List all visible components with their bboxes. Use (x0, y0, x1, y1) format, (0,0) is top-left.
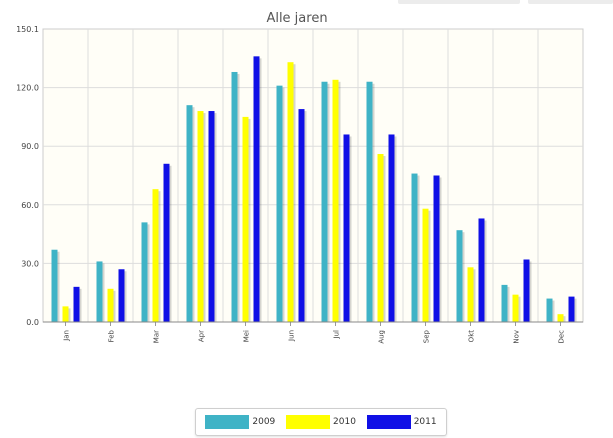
bar-2009 (456, 230, 463, 322)
bar-2011 (433, 175, 440, 322)
bar-2010 (377, 154, 384, 322)
legend-label: 2009 (252, 417, 276, 427)
bar-2011 (253, 56, 260, 322)
bar-2009 (321, 81, 328, 323)
y-tick-label: 120.0 (16, 84, 39, 93)
legend-item: 2010 (286, 415, 356, 429)
bar-2011 (343, 134, 350, 322)
bar-2011 (298, 109, 305, 322)
legend-swatch (205, 415, 250, 429)
bar-2010 (197, 111, 204, 322)
bar-2011 (118, 269, 125, 322)
legend-label: 2010 (333, 417, 356, 427)
x-tick-label: Dec (558, 330, 566, 344)
top-tab-left[interactable] (398, 0, 520, 4)
bar-2010 (107, 288, 114, 322)
y-tick-label: 90.0 (21, 142, 39, 151)
x-tick-label: Jun (288, 330, 296, 342)
bar-2011 (163, 163, 170, 322)
bar-2010 (62, 306, 69, 322)
bar-2011 (523, 259, 530, 322)
x-tick-label: Sep (423, 329, 431, 343)
bar-2011 (208, 111, 215, 322)
bar-2010 (422, 208, 429, 322)
legend-swatch (286, 415, 331, 429)
bar-2010 (287, 62, 294, 322)
x-tick-label: Mei (243, 330, 251, 342)
plot-area: 0.0 30.0 60.0 90.0 120.0 150.1 Jan Feb Mar Apr Mei… (16, 25, 584, 344)
bar-2009 (501, 284, 508, 322)
x-tick-label: Feb (108, 329, 116, 342)
bar-2011 (478, 218, 485, 322)
x-tick-label: Apr (198, 330, 206, 342)
bar-2009 (51, 249, 58, 322)
bar-2010 (512, 294, 519, 322)
legend-label: 2011 (413, 417, 437, 427)
x-tick-label: Mar (153, 330, 161, 343)
bar-2009 (186, 105, 193, 323)
bar-2011 (568, 296, 575, 322)
chart: Alle jaren 0.0 30.0 60.0 90.0 120.0 150.1 Jan F… (16, 11, 584, 344)
bar-2010 (467, 267, 474, 322)
y-tick-label: 30.0 (21, 259, 39, 268)
bar-2009 (141, 222, 148, 322)
x-tick-label: Jan (63, 330, 71, 342)
x-tick-label: Nov (513, 330, 521, 344)
legend-swatch (366, 415, 411, 429)
bar-2009 (276, 85, 283, 322)
bar-2009 (411, 173, 418, 322)
bar-2011 (388, 134, 395, 322)
x-tick-label: Jul (333, 330, 341, 340)
bar-2010 (332, 79, 339, 322)
y-tick-label: 60.0 (21, 201, 39, 210)
x-tick-label: Okt (468, 330, 476, 343)
bar-2010 (152, 189, 159, 322)
chart-title: Alle jaren (266, 11, 327, 26)
y-tick-label: 150.1 (16, 25, 39, 34)
bar-2009 (366, 81, 373, 323)
legend-item: 2009 (205, 415, 275, 429)
bar-2009 (231, 71, 238, 323)
y-tick-label: 0.0 (26, 318, 39, 327)
bar-2010 (242, 116, 249, 323)
bar-2009 (546, 298, 553, 322)
bar-2009 (96, 261, 103, 322)
x-tick-label: Aug (378, 330, 386, 344)
legend: 2009 2010 2011 (195, 408, 447, 436)
bar-2011 (73, 286, 80, 322)
legend-item: 2011 (366, 415, 437, 429)
top-tab-right[interactable] (528, 0, 613, 4)
bar-2010 (557, 314, 564, 322)
